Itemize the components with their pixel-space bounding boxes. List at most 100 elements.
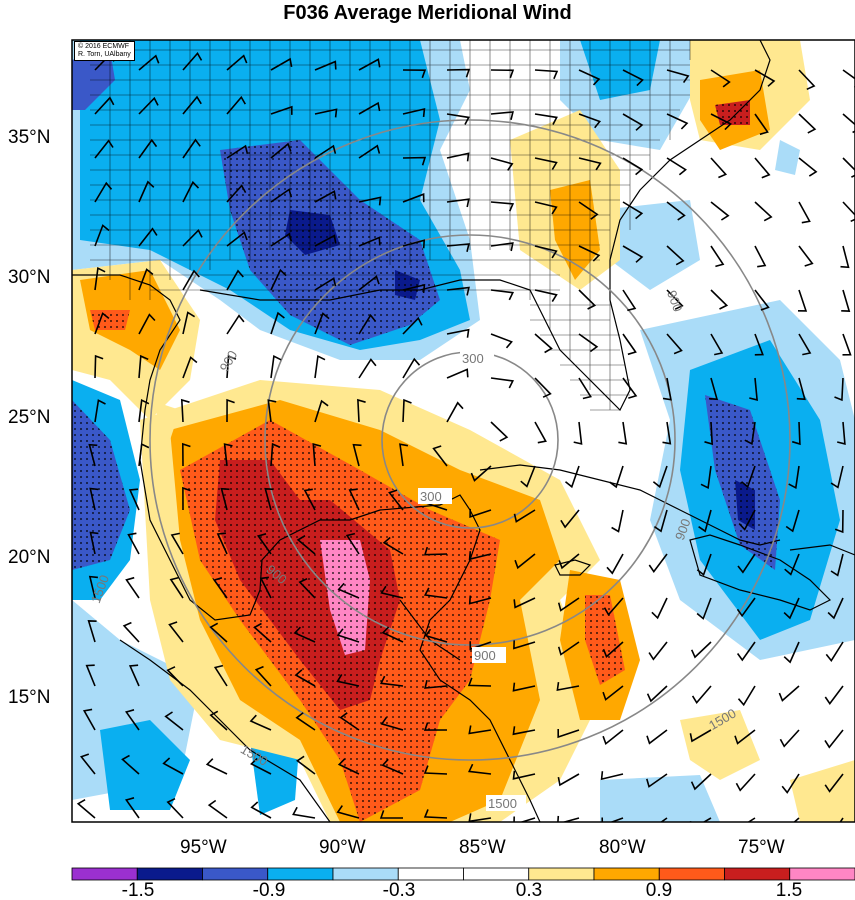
wind-barb [754,245,767,268]
wind-barb [602,641,624,658]
wind-barb [662,377,672,401]
wind-barb [314,277,337,291]
wind-barb [837,421,846,445]
wind-barb [292,806,316,819]
wind-barb [270,232,293,247]
wind-barb [754,113,769,136]
wind-barb [754,201,773,222]
wind-barb [162,757,184,775]
wind-barb [270,188,293,203]
wind-barb [622,245,644,263]
wind-barb [352,443,362,467]
wind-barb [827,597,844,620]
wind-barb [666,333,683,355]
wind-barb [357,398,366,423]
wind-barb [124,797,140,819]
wind-barb [205,758,228,775]
wind-barb [666,201,686,221]
wind-barb [622,157,644,176]
wind-barb [336,673,360,687]
colorbar-swatch [593,867,660,881]
wind-barb [601,817,624,822]
colorbar-swatch [202,867,269,881]
wind-barb [749,377,759,401]
wind-barb [250,801,272,819]
wind-barb [691,685,712,705]
colorbar-swatch [71,867,138,881]
wind-barb [578,333,599,353]
wind-barb [556,681,580,691]
wind-barb [253,622,272,643]
wind-barb [270,105,293,115]
wind-barb [294,669,316,687]
wind-barb [490,289,515,301]
wind-barb [402,357,421,379]
wind-barb [164,711,184,731]
wind-barb [520,465,536,488]
map-panel [72,40,855,822]
wind-barb [611,509,624,533]
wind-barb [534,69,559,80]
wind-barb [783,641,800,664]
wind-barb [467,677,492,687]
wind-barb [85,664,96,687]
wind-barb [446,68,471,78]
wind-barb [270,354,282,379]
colorbar-label: 0.3 [516,880,542,900]
wind-barb [169,576,184,599]
wind-barb [710,333,724,356]
wind-barb [213,664,228,687]
wind-barb [314,144,337,159]
wind-barb [381,758,404,775]
contour-label: 300 [462,351,484,366]
wind-barb [216,532,228,555]
wind-barb [358,144,381,159]
wind-barb [824,685,844,705]
wind-barb [79,753,96,775]
wind-barb [259,576,272,599]
wind-barb [788,465,800,490]
wind-barb [226,231,248,247]
wind-barb [534,421,547,444]
wind-barb [226,184,247,203]
wind-barb [653,509,668,533]
wind-barb [209,710,228,731]
wind-barb [424,680,448,689]
wind-barb [127,532,140,555]
wind-barb [578,245,601,262]
wind-barb [754,69,776,87]
wind-barb [710,157,728,179]
wind-barb [600,771,624,781]
wind-barb [380,675,404,687]
wind-barb [557,641,580,656]
wind-barb [560,509,580,529]
wind-barb [557,597,580,612]
wind-barb [295,712,316,731]
credit-box: © 2016 ECMWF R. Torn, UAlbany [74,41,135,61]
lat-label: 20°N [8,547,50,568]
wind-barb [704,421,714,446]
wind-barbs [76,52,855,822]
wind-barb [565,465,580,489]
colorbar [71,867,855,881]
wind-barb [402,398,412,423]
wind-barb [94,139,114,159]
wind-barb [781,773,800,794]
wind-barb [754,333,764,356]
wind-barb [490,242,514,252]
map-frame [71,39,855,823]
wind-barb [94,96,115,115]
wind-barb [602,685,624,701]
wind-barb [710,201,730,221]
wind-barb [514,553,536,570]
wind-barb [298,577,316,599]
wind-barb [423,722,448,731]
wind-barb [490,157,514,171]
wind-barb [490,69,515,79]
wind-barb [348,488,360,511]
wind-barb [798,333,812,356]
wind-barb [182,486,191,511]
wind-barb [270,311,285,335]
wind-barb [423,587,448,599]
